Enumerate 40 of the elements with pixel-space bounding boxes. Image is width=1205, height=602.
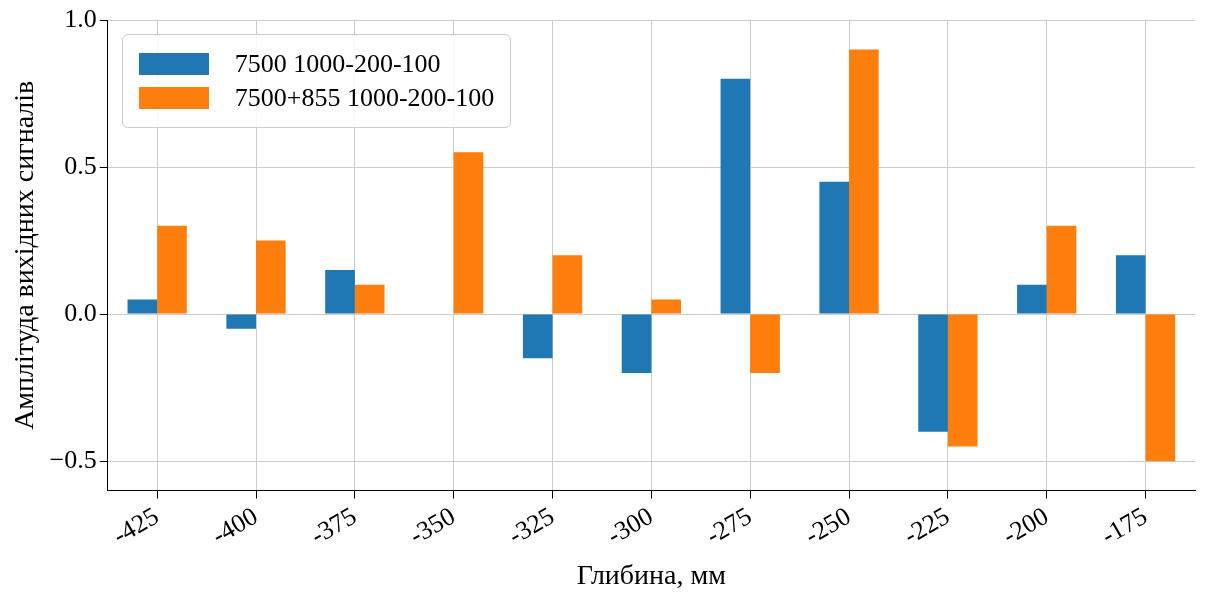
bar (1145, 314, 1176, 462)
bar (651, 299, 682, 314)
x-tick-label: -300 (602, 501, 658, 550)
bar (226, 314, 257, 329)
bar (918, 314, 948, 432)
x-tick-label: -225 (898, 501, 955, 550)
bar (621, 314, 652, 373)
bar (453, 152, 484, 314)
y-tick-label: −0.5 (49, 444, 97, 474)
x-tick-label: -275 (700, 501, 757, 550)
bar (325, 269, 355, 314)
bar (127, 299, 158, 314)
legend-label: 7500+855 1000-200-100 (234, 83, 495, 113)
bar (1017, 284, 1047, 314)
legend-label: 7500 1000-200-100 (234, 49, 441, 79)
bar (354, 284, 385, 314)
x-tick-label: -200 (997, 501, 1054, 550)
bar (750, 314, 780, 373)
x-tick-label: -250 (799, 501, 856, 550)
bar (157, 225, 187, 314)
x-tick-label: -400 (206, 501, 263, 550)
bar (947, 314, 978, 447)
x-tick-label: -175 (1096, 501, 1152, 550)
y-axis-title: Амплітуда вихідних сигналів (8, 80, 40, 430)
x-tick-label: -375 (305, 501, 362, 550)
bar (1046, 225, 1077, 314)
x-tick-label: -350 (404, 501, 461, 550)
y-tick-label: 0.0 (64, 297, 97, 327)
y-tick-label: 1.0 (64, 3, 97, 33)
bar (522, 314, 553, 359)
bar (849, 49, 879, 314)
y-tick-label: 0.5 (64, 150, 97, 180)
x-tick-label: -325 (503, 501, 559, 550)
bar (256, 240, 286, 314)
x-tick-label: -425 (107, 501, 164, 550)
bar (819, 181, 850, 314)
bar (1115, 255, 1146, 314)
x-axis-title: Глибина, мм (576, 558, 727, 590)
bar (552, 255, 583, 314)
bar (720, 78, 751, 314)
